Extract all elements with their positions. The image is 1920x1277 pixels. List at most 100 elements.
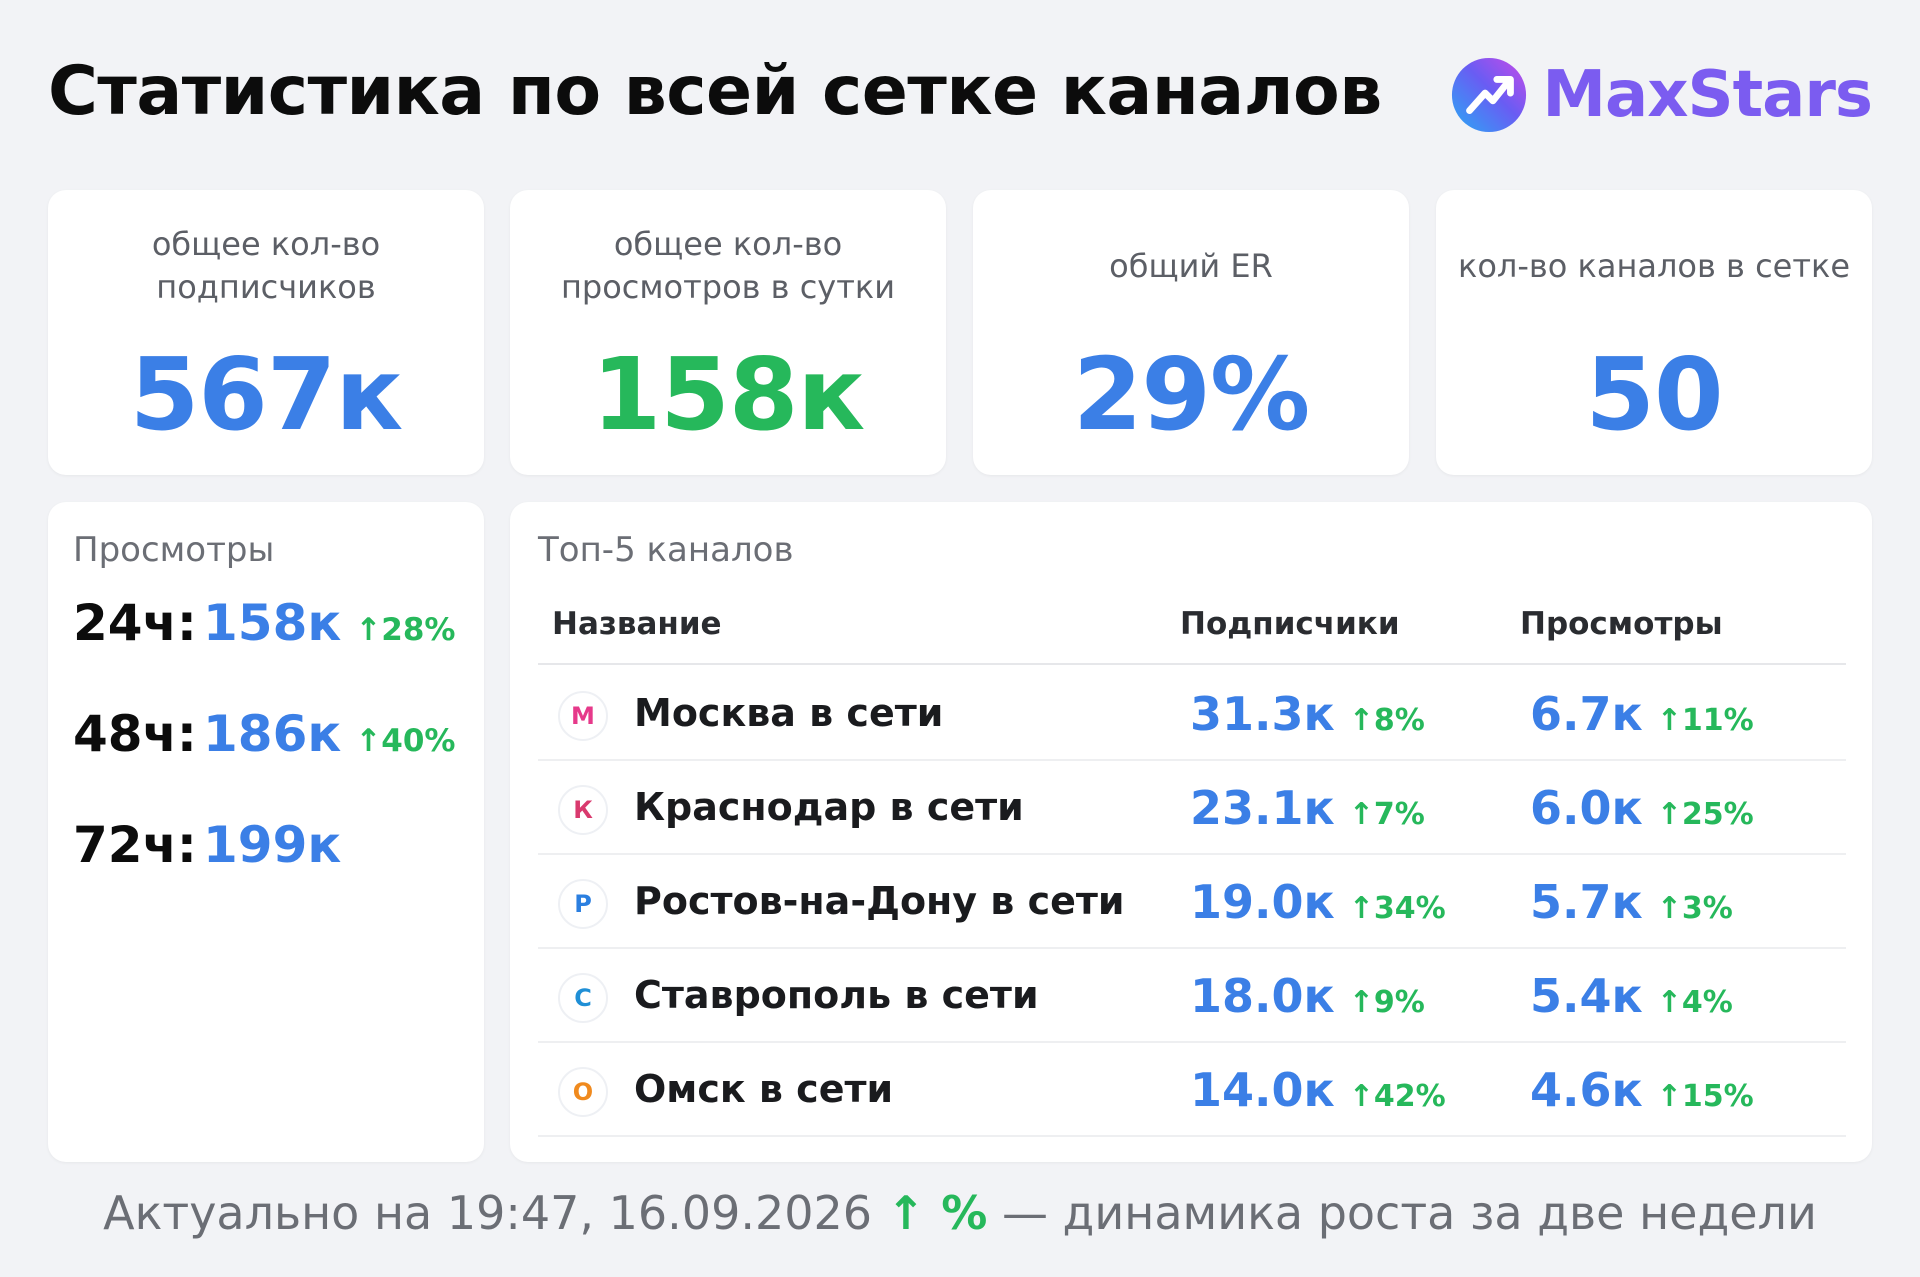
arrow-up-icon: ↑ bbox=[1656, 985, 1682, 1020]
views-period: 72ч: bbox=[73, 816, 197, 874]
table-row: М Москва в сети 31.3к ↑8% 6.7к ↑11% bbox=[538, 667, 1846, 761]
table-row: С Ставрополь в сети 18.0к ↑9% 5.4к ↑4% bbox=[538, 949, 1846, 1043]
growth-delta: ↑15% bbox=[1656, 1079, 1754, 1114]
subscribers-value: 31.3к bbox=[1190, 687, 1335, 741]
stat-value: 29% bbox=[1072, 336, 1310, 453]
views-period: 24ч: bbox=[73, 594, 197, 652]
footer-note: Актуально на 19:47, 16.09.2026 ↑ % — дин… bbox=[0, 1186, 1920, 1240]
footer-updated: Актуально на 19:47, 16.09.2026 bbox=[103, 1186, 873, 1240]
channel-views: 6.0к ↑25% bbox=[1530, 781, 1754, 835]
arrow-up-icon: ↑ bbox=[1348, 985, 1374, 1020]
channel-logo-icon: К bbox=[558, 785, 608, 835]
stat-card-er: общий ER 29% bbox=[973, 190, 1409, 475]
channel-views: 5.7к ↑3% bbox=[1530, 875, 1733, 929]
growth-delta: ↑8% bbox=[1348, 703, 1425, 738]
views-value: 5.7к bbox=[1530, 875, 1643, 929]
stat-label: общее кол-во подписчиков bbox=[151, 225, 381, 306]
table-row: Р Ростов-на-Дону в сети 19.0к ↑34% 5.7к ↑3% bbox=[538, 855, 1846, 949]
channel-logo-icon: М bbox=[558, 691, 608, 741]
growth-delta: ↑11% bbox=[1656, 703, 1754, 738]
arrow-up-icon: ↑ bbox=[1348, 891, 1374, 926]
channel-name: Омск в сети bbox=[634, 1067, 894, 1111]
subscribers-value: 23.1к bbox=[1190, 781, 1335, 835]
views-period: 48ч: bbox=[73, 705, 197, 763]
stat-value: 158к bbox=[591, 336, 866, 453]
views-row-72h: 72ч: 199к bbox=[73, 816, 341, 874]
views-row-48h: 48ч: 186к ↑40% bbox=[73, 705, 456, 763]
growth-delta: ↑25% bbox=[1656, 797, 1754, 832]
channel-name: Ставрополь в сети bbox=[634, 973, 1039, 1017]
header-divider bbox=[538, 663, 1846, 665]
channel-name: Москва в сети bbox=[634, 691, 944, 735]
row-divider bbox=[538, 853, 1846, 855]
brand-name: MaxStars bbox=[1542, 58, 1873, 132]
arrow-up-icon: ↑ bbox=[1348, 703, 1374, 738]
growth-delta: ↑4% bbox=[1656, 985, 1733, 1020]
stat-card-channels: кол-во каналов в сетке 50 bbox=[1436, 190, 1872, 475]
arrow-up-icon: ↑ bbox=[355, 612, 382, 648]
table-row: О Омск в сети 14.0к ↑42% 4.6к ↑15% bbox=[538, 1043, 1846, 1137]
channel-subscribers: 18.0к ↑9% bbox=[1190, 969, 1425, 1023]
arrow-up-icon: ↑ bbox=[1656, 891, 1682, 926]
table-row: К Краснодар в сети 23.1к ↑7% 6.0к ↑25% bbox=[538, 761, 1846, 855]
column-header-subscribers: Подписчики bbox=[1180, 606, 1400, 642]
growth-delta: ↑9% bbox=[1348, 985, 1425, 1020]
brand: MaxStars bbox=[1450, 56, 1873, 134]
channel-views: 6.7к ↑11% bbox=[1530, 687, 1754, 741]
channel-name: Краснодар в сети bbox=[634, 785, 1024, 829]
views-value: 186к bbox=[203, 705, 342, 763]
growth-delta: ↑42% bbox=[1348, 1079, 1446, 1114]
arrow-up-icon: ↑ bbox=[1656, 703, 1682, 738]
subscribers-value: 14.0к bbox=[1190, 1063, 1335, 1117]
views-card: Просмотры 24ч: 158к ↑28% 48ч: 186к ↑40% … bbox=[48, 502, 484, 1162]
stat-label: общий ER bbox=[1109, 246, 1273, 285]
views-title: Просмотры bbox=[73, 530, 275, 570]
growth-delta: ↑34% bbox=[1348, 891, 1446, 926]
views-value: 6.0к bbox=[1530, 781, 1643, 835]
channel-logo-icon: Р bbox=[558, 879, 608, 929]
arrow-up-icon: ↑ bbox=[1656, 1079, 1682, 1114]
subscribers-value: 19.0к bbox=[1190, 875, 1335, 929]
channel-subscribers: 23.1к ↑7% bbox=[1190, 781, 1425, 835]
arrow-up-icon: ↑ bbox=[355, 723, 382, 759]
footer-description: — динамика роста за две недели bbox=[1001, 1186, 1817, 1240]
channel-subscribers: 31.3к ↑8% bbox=[1190, 687, 1425, 741]
arrow-up-icon: ↑ bbox=[1348, 797, 1374, 832]
row-divider bbox=[538, 759, 1846, 761]
channel-views: 5.4к ↑4% bbox=[1530, 969, 1733, 1023]
subscribers-value: 18.0к bbox=[1190, 969, 1335, 1023]
views-value: 6.7к bbox=[1530, 687, 1643, 741]
stat-card-subscribers: общее кол-во подписчиков 567к bbox=[48, 190, 484, 475]
views-value: 158к bbox=[203, 594, 342, 652]
top-channels-card: Топ-5 каналов Название Подписчики Просмо… bbox=[510, 502, 1872, 1162]
views-row-24h: 24ч: 158к ↑28% bbox=[73, 594, 456, 652]
views-value: 199к bbox=[203, 816, 342, 874]
growth-delta: ↑28% bbox=[355, 612, 456, 648]
chart-rising-icon bbox=[1452, 57, 1527, 133]
stat-card-daily-views: общее кол-во просмотров в сутки 158к bbox=[510, 190, 946, 475]
row-divider bbox=[538, 947, 1846, 949]
channel-logo-icon: С bbox=[558, 973, 608, 1023]
growth-delta: ↑40% bbox=[355, 723, 456, 759]
growth-delta: ↑7% bbox=[1348, 797, 1425, 832]
row-divider bbox=[538, 1041, 1846, 1043]
channel-views: 4.6к ↑15% bbox=[1530, 1063, 1754, 1117]
stat-label: кол-во каналов в сетке bbox=[1457, 246, 1850, 285]
views-value: 4.6к bbox=[1530, 1063, 1643, 1117]
channel-name: Ростов-на-Дону в сети bbox=[634, 879, 1125, 923]
stat-value: 567к bbox=[129, 336, 404, 453]
channel-subscribers: 14.0к ↑42% bbox=[1190, 1063, 1446, 1117]
footer-growth-legend: ↑ % bbox=[886, 1186, 988, 1240]
arrow-up-icon: ↑ bbox=[1348, 1079, 1374, 1114]
page-title: Статистика по всей сетке каналов bbox=[48, 52, 1382, 131]
stat-value: 50 bbox=[1585, 336, 1723, 453]
arrow-up-icon: ↑ bbox=[1656, 797, 1682, 832]
views-value: 5.4к bbox=[1530, 969, 1643, 1023]
growth-delta: ↑3% bbox=[1656, 891, 1733, 926]
column-header-views: Просмотры bbox=[1520, 606, 1723, 642]
column-header-name: Название bbox=[552, 606, 722, 642]
channel-subscribers: 19.0к ↑34% bbox=[1190, 875, 1446, 929]
top-title: Топ-5 каналов bbox=[538, 530, 794, 570]
row-divider bbox=[538, 1135, 1846, 1137]
channel-logo-icon: О bbox=[558, 1067, 608, 1117]
